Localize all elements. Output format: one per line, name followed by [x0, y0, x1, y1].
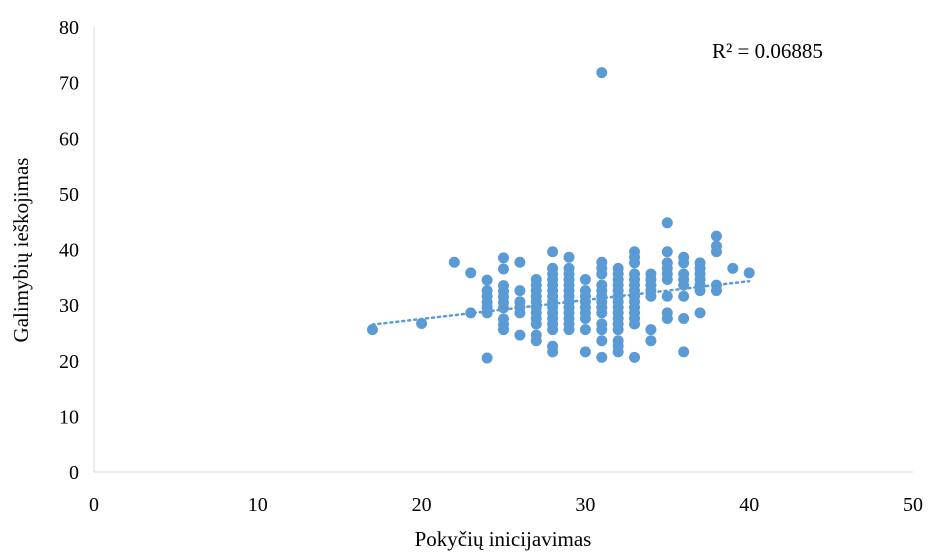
- data-point: [579, 324, 591, 336]
- data-point: [498, 252, 509, 264]
- data-point: [727, 262, 739, 274]
- data-point: [661, 217, 673, 229]
- data-point: [579, 346, 591, 358]
- data-point: [465, 307, 477, 319]
- data-point: [678, 312, 690, 324]
- data-point: [530, 335, 542, 347]
- data-point: [481, 352, 493, 364]
- data-point: [596, 307, 608, 319]
- data-point: [547, 346, 559, 358]
- x-axis-title: Pokyčių inicijavimas: [415, 527, 592, 551]
- y-tick-label: 30: [59, 295, 79, 317]
- data-point: [498, 324, 509, 336]
- data-point: [514, 256, 526, 268]
- y-tick-label: 40: [59, 240, 79, 262]
- data-point: [645, 290, 657, 302]
- data-point: [710, 285, 722, 297]
- data-point: [678, 257, 690, 269]
- y-tick-label: 80: [59, 17, 79, 39]
- data-point: [579, 274, 591, 286]
- y-tick-label: 50: [59, 184, 79, 206]
- data-point: [629, 318, 641, 330]
- data-point: [465, 267, 477, 279]
- x-tick-label: 10: [248, 494, 268, 516]
- data-point: [661, 290, 673, 302]
- data-point: [563, 251, 575, 263]
- data-point: [530, 318, 542, 330]
- data-point: [645, 335, 657, 347]
- data-point: [547, 324, 559, 336]
- data-point: [448, 256, 460, 268]
- plot-area: [93, 27, 913, 473]
- data-point: [514, 329, 526, 341]
- data-point: [661, 312, 673, 324]
- data-point: [547, 246, 559, 258]
- data-point: [498, 263, 509, 275]
- data-point: [678, 346, 690, 358]
- data-point: [678, 290, 690, 302]
- data-point: [694, 285, 706, 297]
- data-point: [710, 246, 722, 258]
- data-point: [678, 279, 690, 291]
- data-point: [416, 317, 428, 329]
- r-squared-annotation: R² = 0.06885: [712, 39, 823, 63]
- data-point: [629, 351, 641, 363]
- data-point: [661, 274, 673, 286]
- data-point: [366, 324, 378, 336]
- data-point: [579, 312, 591, 324]
- x-tick-label: 20: [412, 494, 432, 516]
- data-point: [596, 268, 608, 280]
- data-point: [694, 307, 706, 319]
- y-tick-label: 60: [59, 128, 79, 150]
- y-axis-title: Galimybių ieškojimas: [9, 158, 33, 343]
- y-tick-label: 20: [59, 351, 79, 373]
- data-point: [743, 267, 755, 279]
- data-point: [596, 324, 608, 336]
- data-point: [596, 351, 608, 363]
- data-point: [563, 324, 575, 336]
- data-point: [498, 302, 509, 314]
- data-point: [645, 324, 657, 336]
- y-tick-label: 10: [59, 406, 79, 428]
- data-point: [596, 67, 608, 79]
- data-point: [612, 346, 624, 358]
- x-tick-label: 50: [903, 494, 923, 516]
- data-point: [481, 307, 493, 319]
- data-point: [514, 285, 526, 297]
- data-point: [481, 274, 493, 286]
- y-tick-label: 70: [59, 73, 79, 95]
- data-point: [629, 257, 641, 269]
- x-tick-label: 30: [575, 494, 595, 516]
- data-point: [612, 324, 624, 336]
- tick-labels: 0 10 20 30 40 50 0 10 20 30 40 50 60 70 80: [59, 17, 923, 516]
- x-tick-label: 0: [89, 494, 99, 516]
- data-point: [514, 307, 526, 319]
- x-tick-label: 40: [739, 494, 759, 516]
- y-tick-label: 0: [69, 462, 79, 484]
- trendline: [371, 279, 751, 326]
- data-point: [596, 335, 608, 347]
- data-point: [710, 230, 722, 242]
- data-point: [661, 246, 673, 258]
